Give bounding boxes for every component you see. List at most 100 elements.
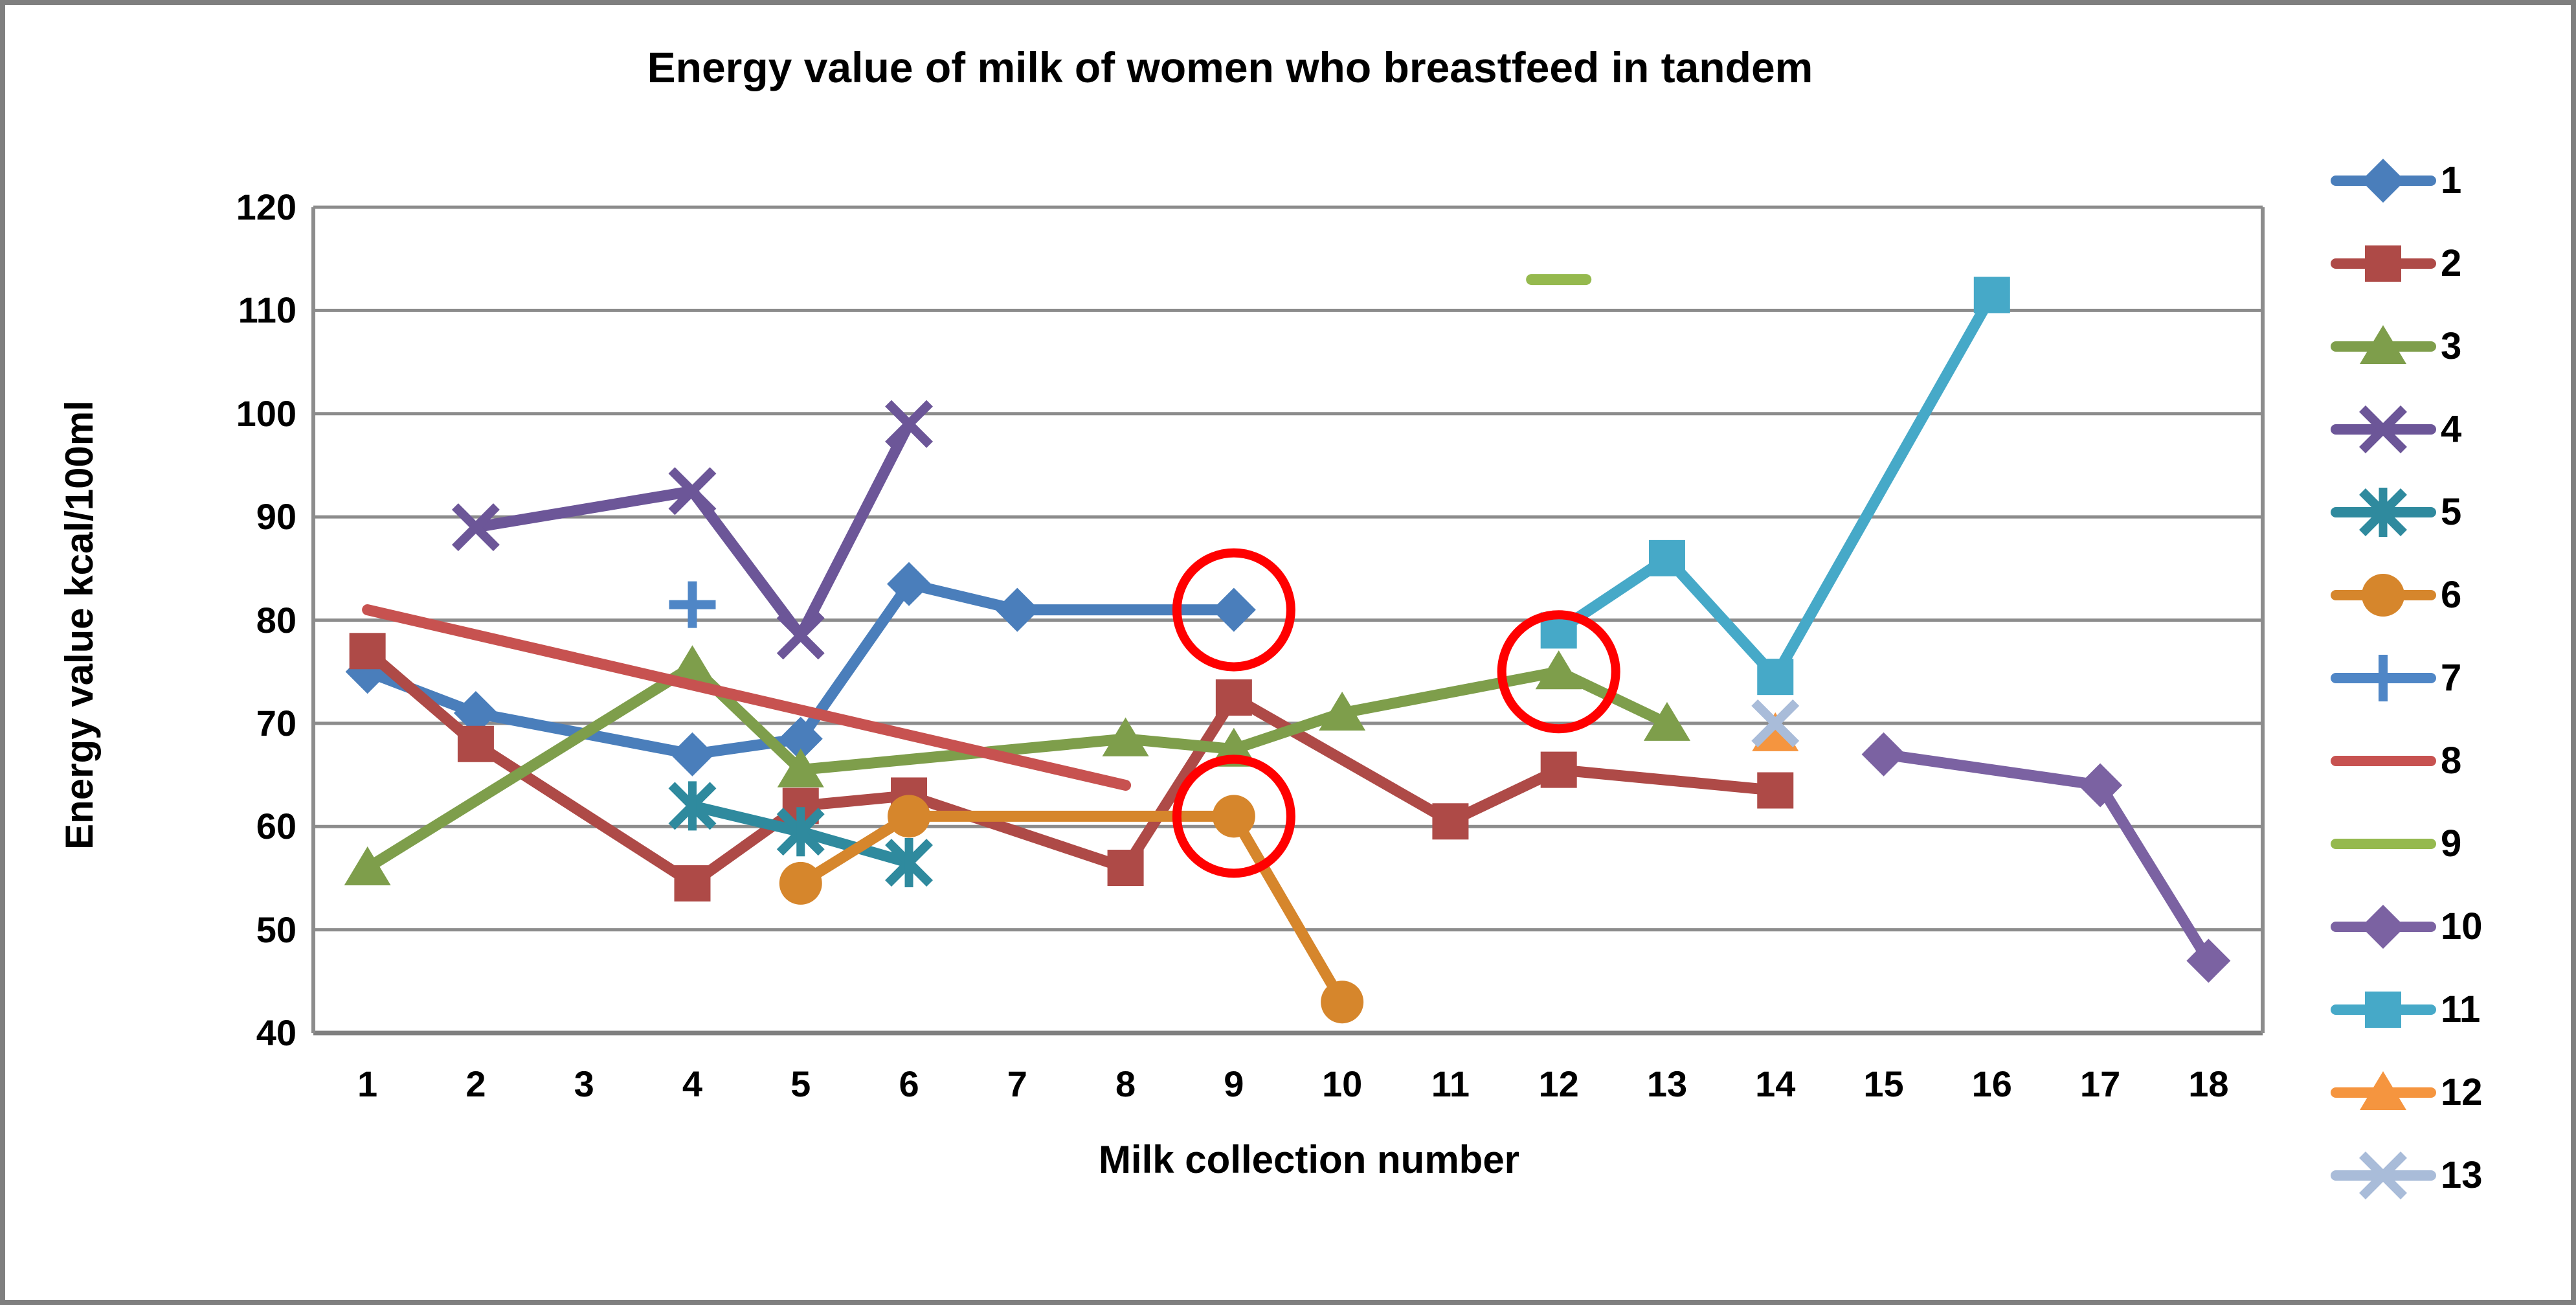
x-tick-6: 6 [899,1063,919,1104]
legend-swatch-marker-11 [2365,992,2401,1028]
series-8-line [362,604,1132,791]
series-3-marker [344,846,391,885]
series-2-line [362,645,1781,889]
series-13-marker [1751,699,1800,747]
annotation-circle-3 [1497,610,1620,734]
y-tick-120: 120 [236,187,297,227]
series-1-marker [453,690,498,735]
series-10-marker [2078,763,2123,808]
series-1-marker [995,587,1040,632]
series-2-marker [1215,679,1252,716]
series-5-marker [668,781,717,831]
legend-swatch-marker-5 [2359,488,2407,537]
series-3-marker [1319,691,1366,731]
series-2-marker [674,865,711,902]
y-tick-60: 60 [256,806,297,847]
y-tick-110: 110 [238,289,297,331]
series-7-marker [669,581,716,628]
series-10-marker [2078,763,2123,808]
legend-swatch-marker-6 [2362,574,2404,617]
x-tick-15: 15 [1863,1063,1904,1104]
x-tick-10: 10 [1321,1063,1363,1104]
series-4-marker [668,467,717,516]
legend-swatch-marker-11 [2365,992,2401,1028]
legend-item-8: 8 [2441,740,2462,782]
series-2-marker [1540,751,1577,788]
series-11-marker [1757,659,1794,696]
x-tick-18: 18 [2188,1063,2229,1104]
legend-swatch-marker-1 [2361,159,2405,203]
x-tick-3: 3 [574,1063,594,1104]
series-11-marker [1757,659,1794,696]
series-6-marker [888,795,931,838]
series-3-line [362,661,1673,874]
series-12-marker [1752,712,1799,751]
series-3-marker [344,846,391,885]
series-2-marker [1757,772,1794,809]
series-1-marker [887,562,932,606]
series-4-marker [776,611,825,660]
series-11-marker [1648,539,1685,576]
series-2-marker [349,633,386,670]
series-3-marker [1102,717,1149,756]
series-4-marker [451,503,500,552]
chart-title: Energy value of milk of women who breast… [647,43,1813,91]
y-tick-100: 100 [236,392,297,434]
series-3-marker [669,645,716,685]
legend-item-3: 3 [2441,325,2462,367]
series-11-marker [1973,277,2010,313]
series-7-marker [669,581,716,628]
legend-swatch-marker-1 [2361,159,2405,203]
x-tick-1: 1 [357,1063,378,1104]
legend-swatch-marker-2 [2365,245,2401,282]
series-6-marker [1212,795,1255,838]
series-3-marker [1535,650,1582,690]
series-1-marker [1211,587,1256,632]
series-3-marker [777,748,824,788]
legend-swatch-marker-12 [2360,1071,2406,1110]
annotation-circle-1 [1172,548,1295,672]
legend-item-11: 11 [2441,988,2481,1030]
series-3-marker [1643,701,1690,741]
series-4-marker [885,400,933,448]
y-tick-50: 50 [256,909,297,950]
series-3-marker [669,645,716,685]
series-11-marker [1973,277,2010,313]
series-2-marker [1432,803,1469,840]
series-1-marker [995,587,1040,632]
series-4-marker [776,611,825,660]
series-2-marker [1540,751,1577,788]
series-2-marker [457,725,494,762]
legend-item-5: 5 [2441,491,2462,533]
series-10-marker [1861,732,1906,777]
legend-swatch-marker-13 [2359,1152,2407,1199]
series-3-marker [777,748,824,788]
series-2-marker [1215,679,1252,716]
x-tick-7: 7 [1007,1063,1027,1104]
x-tick-5: 5 [790,1063,811,1104]
series-6-marker [1321,981,1364,1024]
legend-swatch-marker-2 [2365,245,2401,282]
x-tick-11: 11 [1431,1063,1470,1104]
series-5-marker [885,838,933,888]
series-6-marker [779,861,822,905]
y-tick-40: 40 [256,1012,297,1053]
series-2-marker [1107,850,1144,886]
x-tick-17: 17 [2079,1063,2121,1104]
legend-item-9: 9 [2441,823,2462,865]
legend-item-13: 13 [2441,1154,2483,1196]
legend-swatch-marker-12 [2360,1071,2406,1110]
series-4-marker [885,400,933,448]
legend-swatch-marker-7 [2360,655,2406,701]
series-1-marker [453,690,498,735]
x-tick-16: 16 [1971,1063,2012,1104]
series-1-marker [670,732,715,777]
series-3-marker [1102,717,1149,756]
series-12-marker [1752,712,1799,751]
legend-swatch-marker-13 [2359,1152,2407,1199]
y-tick-90: 90 [256,496,297,538]
y-tick-70: 70 [256,702,297,743]
series-6-marker [1212,795,1255,838]
legend-swatch-marker-7 [2360,655,2406,701]
